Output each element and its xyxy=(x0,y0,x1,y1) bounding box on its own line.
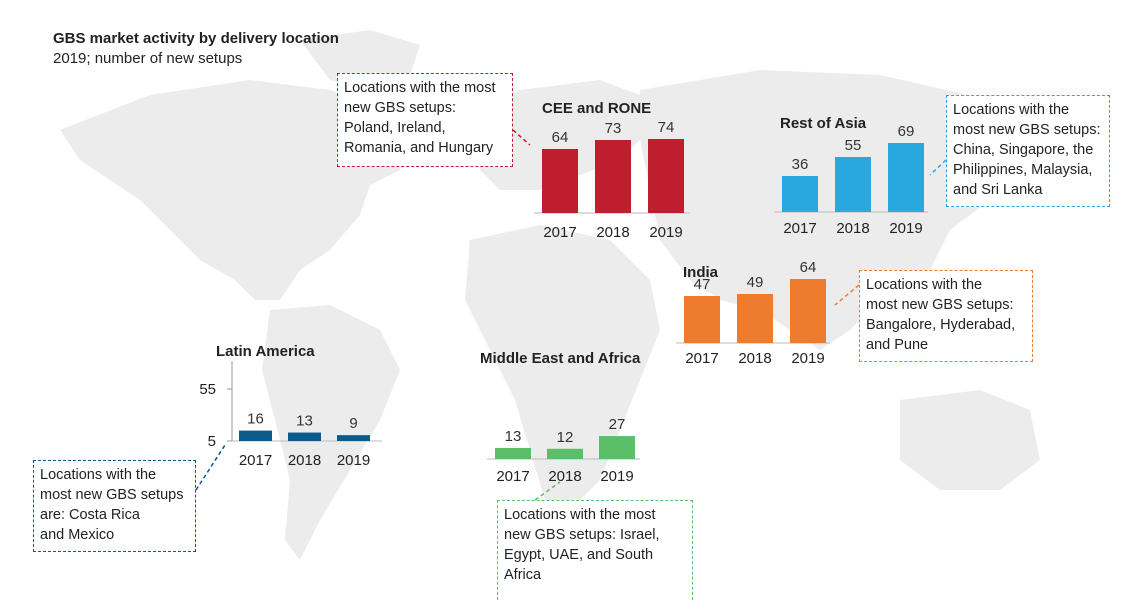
category-label: 2018 xyxy=(548,468,581,485)
category-label: 2019 xyxy=(337,452,370,469)
chart-title: Latin America xyxy=(216,343,315,360)
callout-line: and Mexico xyxy=(40,527,115,543)
data-label: 16 xyxy=(247,411,264,428)
callout-line: Locations with the most xyxy=(344,80,496,96)
callout-line: most new GBS setups: xyxy=(953,122,1101,138)
callout-line: Locations with the xyxy=(866,277,983,293)
data-label: 64 xyxy=(800,259,817,276)
category-label: 2018 xyxy=(738,350,771,367)
bar xyxy=(595,140,631,213)
south-america-shape xyxy=(262,305,400,560)
callout-rest-of-asia: Locations with the most new GBS setups: Ch… xyxy=(946,95,1110,207)
data-label: 74 xyxy=(658,119,675,136)
category-label: 2019 xyxy=(600,468,633,485)
data-label: 55 xyxy=(845,137,862,154)
callout-line: Philippines, Malaysia, xyxy=(953,162,1093,178)
data-label: 47 xyxy=(694,276,711,293)
callout-line: Egypt, UAE, and South xyxy=(504,547,654,563)
data-label: 9 xyxy=(349,415,357,432)
australia-shape xyxy=(900,390,1040,490)
callout-line: most new GBS setups: xyxy=(866,297,1014,313)
callout-line: Locations with the most xyxy=(504,507,656,523)
callout-cee-rone: Locations with the most new GBS setups: Po… xyxy=(337,73,513,167)
callout-latin-america: Locations with the most new GBS setups are… xyxy=(33,460,196,552)
callout-line: Locations with the xyxy=(40,467,157,483)
y-tick-label: 55 xyxy=(199,381,216,398)
callout-line: and Pune xyxy=(866,337,929,353)
chart-title: CEE and RONE xyxy=(542,100,651,117)
north-america-shape xyxy=(60,80,420,300)
bar xyxy=(239,430,272,441)
chart-title: Rest of Asia xyxy=(780,115,867,132)
bar xyxy=(737,294,773,343)
callout-line: new GBS setups: Israel, xyxy=(504,527,660,543)
category-label: 2019 xyxy=(791,350,824,367)
category-label: 2017 xyxy=(783,220,816,237)
data-label: 13 xyxy=(505,428,522,445)
category-label: 2019 xyxy=(889,220,922,237)
data-label: 12 xyxy=(557,429,574,446)
callout-line: China, Singapore, the xyxy=(953,142,1094,158)
category-label: 2019 xyxy=(649,224,682,241)
category-label: 2017 xyxy=(685,350,718,367)
category-label: 2018 xyxy=(596,224,629,241)
data-label: 64 xyxy=(552,129,569,146)
callout-line: Africa xyxy=(504,567,542,583)
data-label: 13 xyxy=(296,413,313,430)
figure-title: GBS market activity by delivery location xyxy=(53,30,339,47)
chart-title: Middle East and Africa xyxy=(480,350,641,367)
category-label: 2018 xyxy=(288,452,321,469)
category-label: 2017 xyxy=(496,468,529,485)
bar xyxy=(782,176,818,212)
callout-line: new GBS setups: xyxy=(344,100,457,116)
callout-line: Poland, Ireland, xyxy=(344,120,446,136)
callout-line: and Sri Lanka xyxy=(953,182,1043,198)
bar xyxy=(542,149,578,213)
chart-title: India xyxy=(683,264,719,281)
callout-line: are: Costa Rica xyxy=(40,507,140,523)
bar xyxy=(684,296,720,343)
data-label: 73 xyxy=(605,120,622,137)
callout-line: most new GBS setups xyxy=(40,487,184,503)
bar xyxy=(288,432,321,441)
category-label: 2018 xyxy=(836,220,869,237)
bar xyxy=(888,143,924,212)
bar xyxy=(790,279,826,343)
category-label: 2017 xyxy=(239,452,272,469)
bar xyxy=(547,448,583,459)
bar xyxy=(599,436,635,459)
bar xyxy=(337,435,370,441)
data-label: 69 xyxy=(898,123,915,140)
callout-line: Locations with the xyxy=(953,102,1070,118)
bar xyxy=(495,447,531,459)
data-label: 49 xyxy=(747,274,764,291)
bar xyxy=(835,157,871,212)
figure-subtitle: 2019; number of new setups xyxy=(53,50,243,67)
y-tick-label: 5 xyxy=(208,433,216,450)
bar xyxy=(648,139,684,213)
callout-middle-east-africa: Locations with the most new GBS setups: I… xyxy=(497,500,693,600)
callout-line: Romania, and Hungary xyxy=(344,140,494,156)
category-label: 2017 xyxy=(543,224,576,241)
data-label: 36 xyxy=(792,156,809,173)
data-label: 27 xyxy=(609,416,626,433)
callout-india: Locations with the most new GBS setups: Ba… xyxy=(859,270,1033,362)
callout-line: Bangalore, Hyderabad, xyxy=(866,317,1016,333)
